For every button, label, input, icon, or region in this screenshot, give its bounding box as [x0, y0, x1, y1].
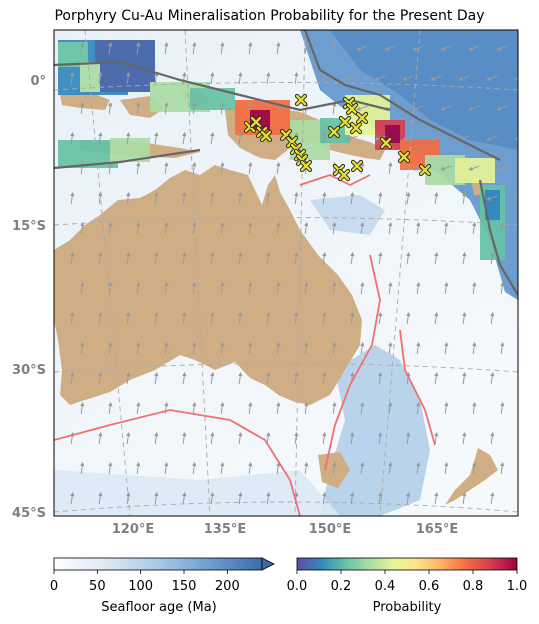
lat-label: 30°S [12, 363, 46, 378]
coral-sea-seafloor [310, 195, 385, 235]
lon-label: 150°E [309, 522, 352, 537]
lat-label: 15°S [12, 219, 46, 234]
new-zealand [445, 448, 498, 505]
old-seafloor-core [330, 30, 518, 150]
colorbar-tick-label: 0.2 [331, 579, 352, 594]
lat-label: 45°S [12, 506, 46, 521]
motion-arrow-icon [524, 164, 537, 172]
motion-arrow-icon [524, 44, 537, 52]
colorbar-tick-label: 0.0 [287, 579, 308, 594]
island-borneo [60, 92, 110, 110]
lat-label: 0° [30, 74, 46, 89]
motion-arrow-icon [527, 342, 533, 354]
lon-label: 120°E [112, 522, 155, 537]
southern-ocean-seafloor [54, 470, 340, 516]
motion-arrow-icon [527, 402, 533, 414]
motion-arrow-icon [527, 222, 533, 234]
motion-arrow-icon [527, 462, 533, 474]
map-frame [53, 29, 519, 517]
colorbar-tick-label: 0 [50, 579, 58, 594]
colorbar-tick-label: 0.8 [463, 579, 484, 594]
probability-overlay [58, 40, 505, 260]
colorbar-tick-label: 1.0 [507, 579, 528, 594]
colorbar-tick-label: 50 [89, 579, 106, 594]
colorbar-prob-title: Probability [372, 600, 442, 615]
motion-arrow-icon [527, 282, 533, 294]
colorbar-seafloor-age: 0 50 100 150 200 [50, 557, 275, 594]
lon-label: 165°E [416, 522, 459, 537]
colorbar-tick-label: 0.6 [419, 579, 440, 594]
colorbar-tick-label: 100 [128, 579, 153, 594]
colorbar-probability: 0.0 0.2 0.4 0.6 0.8 1.0 [287, 557, 528, 594]
colorbar-tick-label: 0.4 [375, 579, 396, 594]
map-title: Porphyry Cu-Au Mineralisation Probabilit… [54, 8, 485, 24]
lon-label: 135°E [204, 522, 247, 537]
colorbar-tick-label: 150 [172, 579, 197, 594]
colorbar-tick-label: 200 [215, 579, 240, 594]
australia-landmass [54, 165, 362, 405]
colorbar-age-title: Seafloor age (Ma) [101, 600, 217, 615]
motion-arrow-icon [524, 104, 537, 112]
